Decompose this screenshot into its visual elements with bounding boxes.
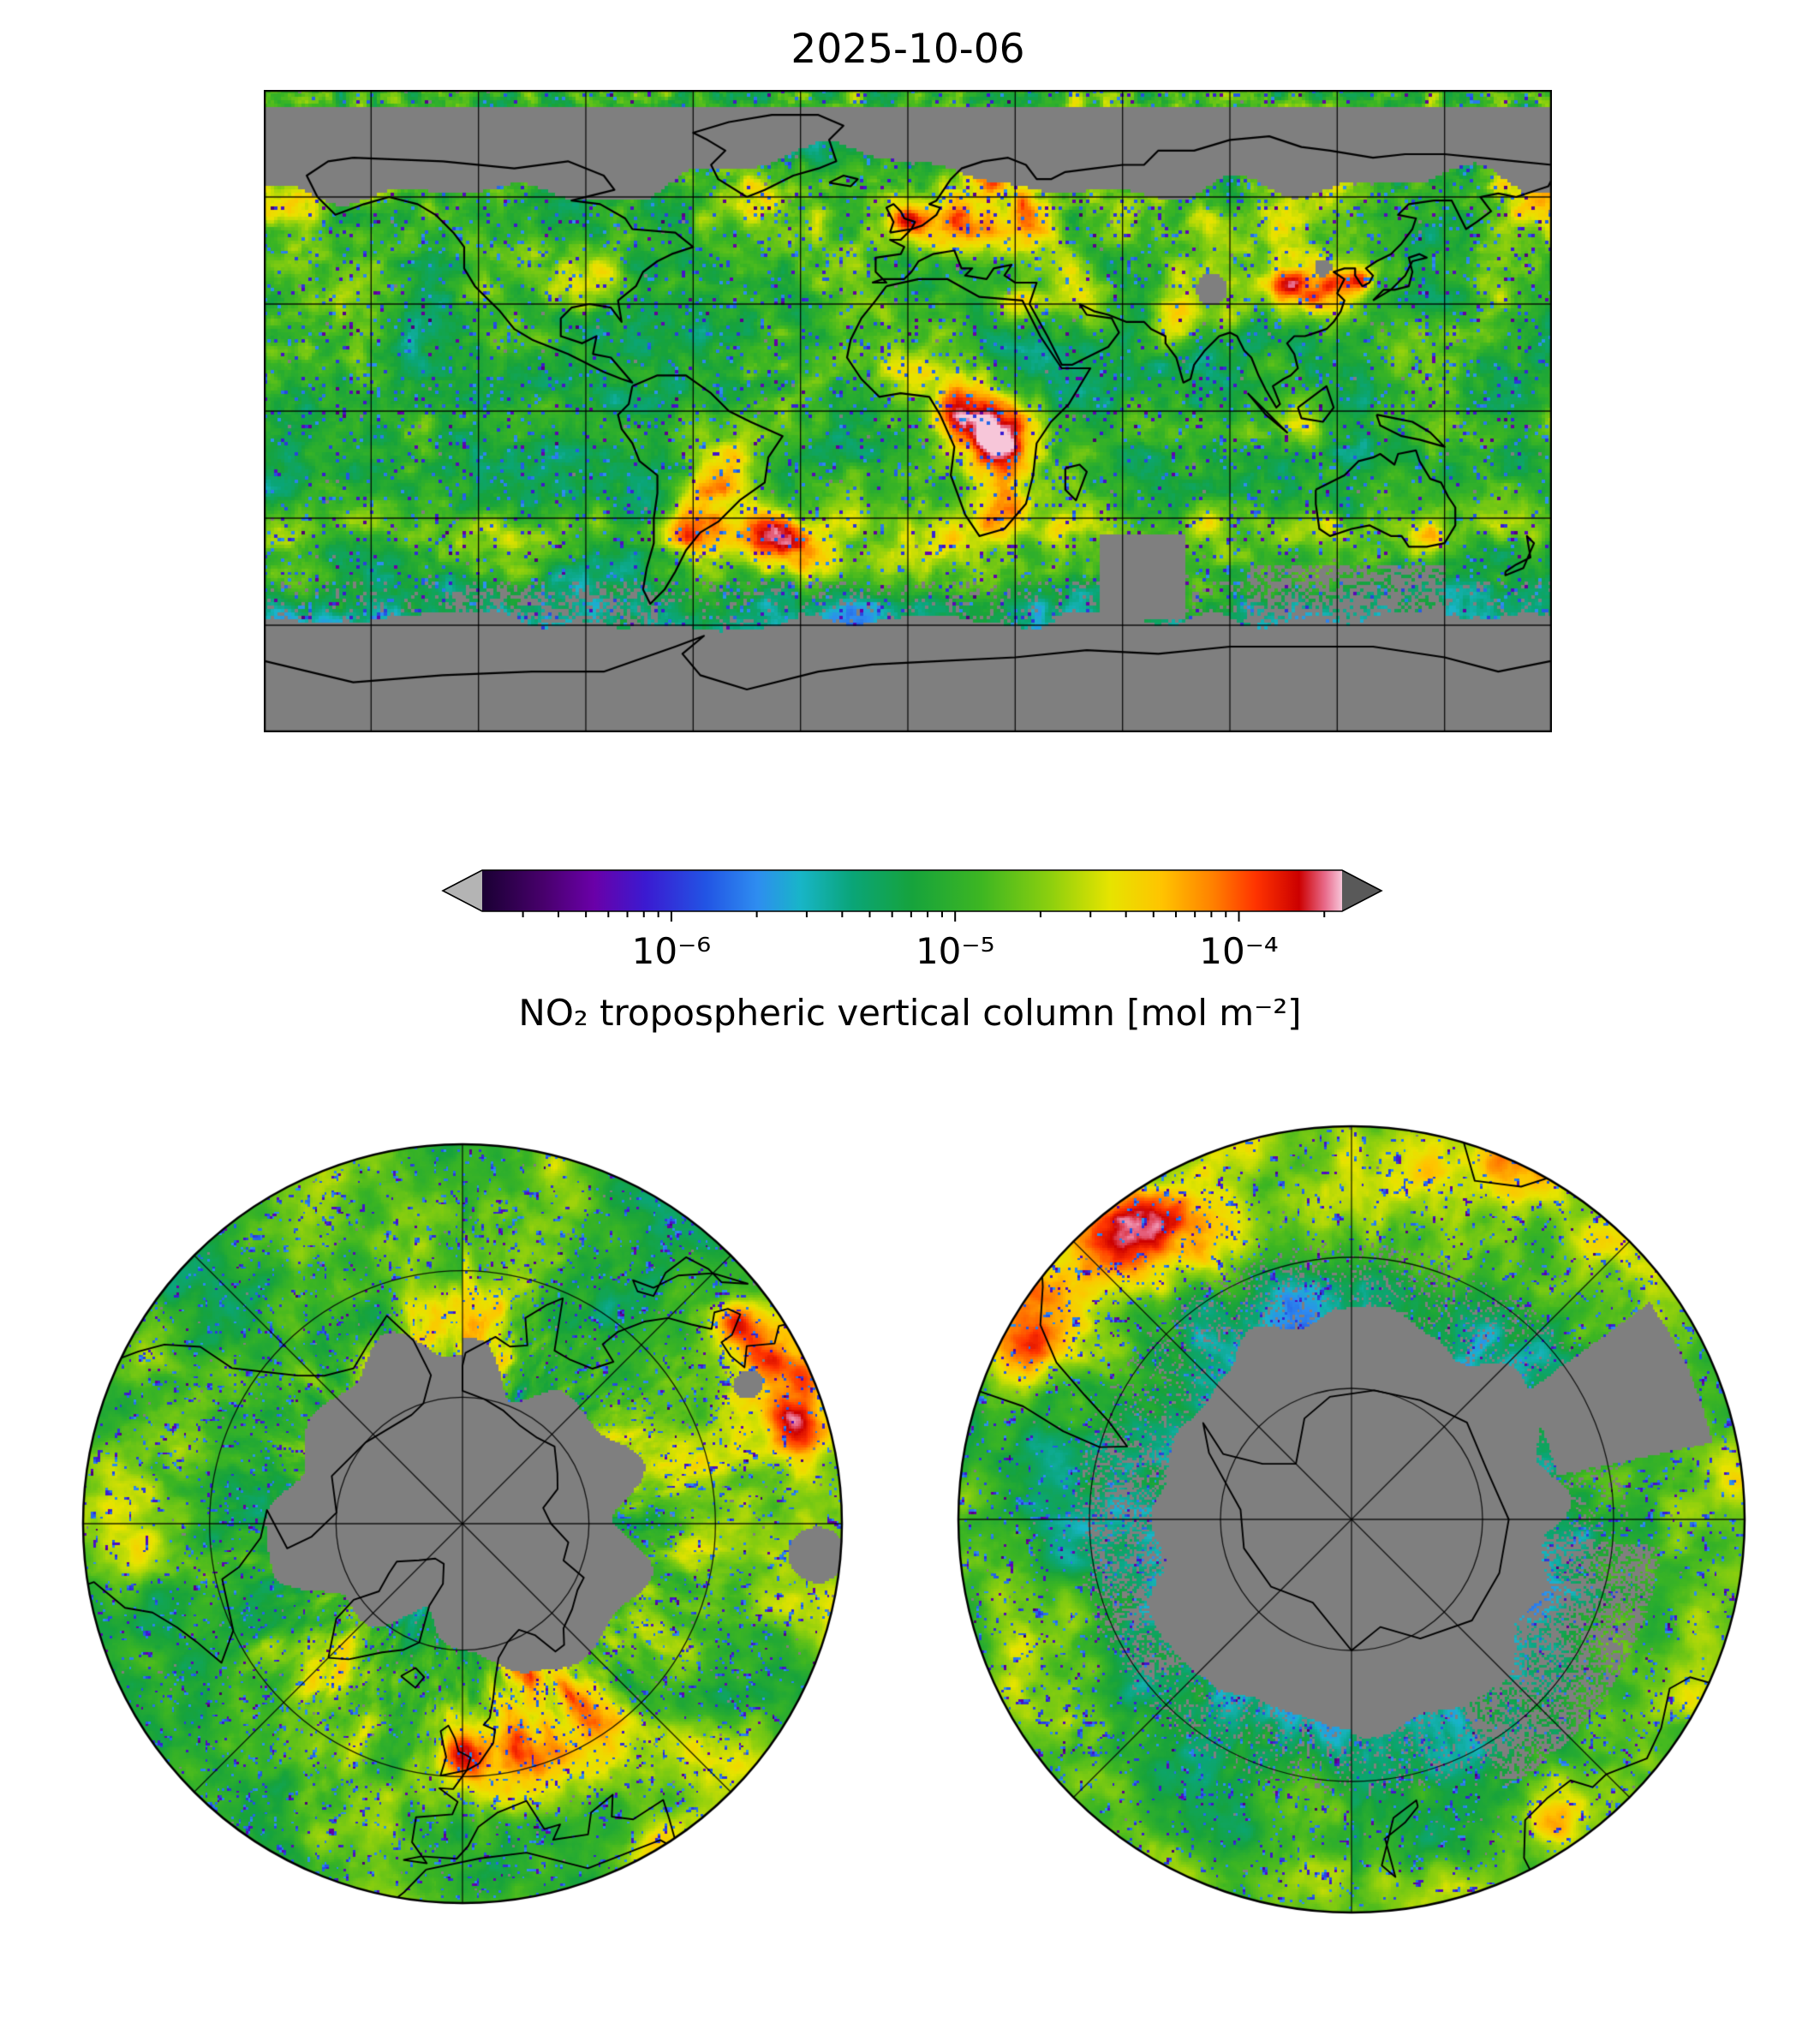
colorbar-over-arrow bbox=[1342, 870, 1381, 911]
colorbar-gradient-bar bbox=[482, 870, 1342, 911]
colorbar-tick-labels: 10⁻⁶ 10⁻⁵ 10⁻⁴ bbox=[441, 930, 1383, 978]
colorbar-tick-label: 10⁻⁶ bbox=[631, 930, 712, 972]
north-polar-map-canvas bbox=[81, 1143, 844, 1905]
colorbar-tick-label: 10⁻⁴ bbox=[1199, 930, 1279, 972]
colorbar-label: NO₂ tropospheric vertical column [mol m⁻… bbox=[518, 992, 1302, 1034]
colorbar bbox=[441, 868, 1383, 923]
south-polar-map-canvas bbox=[957, 1125, 1746, 1914]
colorbar-tickmarks bbox=[522, 911, 1326, 922]
colorbar-svg bbox=[441, 869, 1383, 922]
global-map-canvas bbox=[264, 90, 1552, 732]
colorbar-outline bbox=[441, 869, 1383, 912]
plot-title: 2025-10-06 bbox=[791, 26, 1025, 73]
colorbar-tick-label: 10⁻⁵ bbox=[915, 930, 995, 972]
colorbar-under-arrow bbox=[443, 870, 482, 911]
